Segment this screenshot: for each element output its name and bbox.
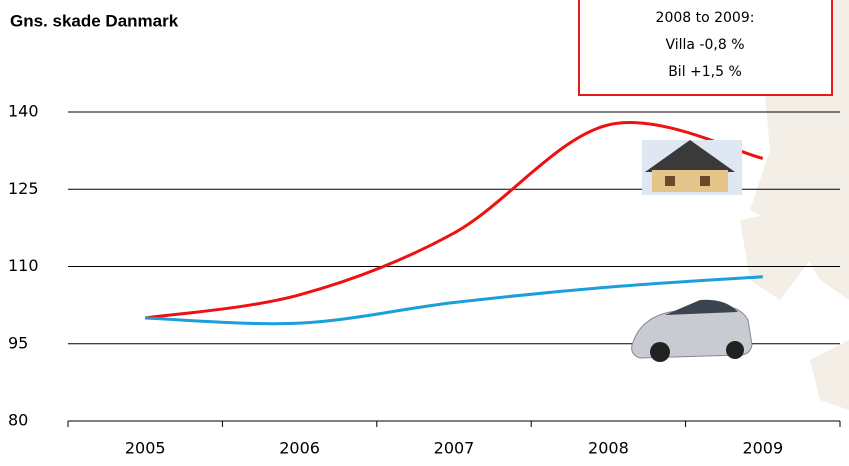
- x-tick-label: 2008: [588, 439, 629, 458]
- annotation: Villa -0,8 %: [665, 37, 744, 53]
- line-series: [145, 275, 763, 326]
- annotation: Bil +1,5 %: [668, 64, 742, 80]
- y-tick-label: 140: [8, 102, 39, 121]
- x-tick-label: 2005: [125, 439, 166, 458]
- y-tick-label: 95: [8, 333, 28, 352]
- y-tick-label: 80: [8, 411, 28, 430]
- chart-title: Gns. skade Danmark: [10, 11, 179, 30]
- annotation: 2008 to 2009:: [656, 10, 755, 26]
- y-tick-label: 125: [8, 179, 39, 198]
- line-series: [144, 121, 764, 320]
- house-picture: [642, 140, 742, 195]
- car-picture: [631, 299, 753, 362]
- x-tick-label: 2009: [742, 439, 783, 458]
- x-tick-label: 2007: [434, 439, 475, 458]
- y-tick-label: 110: [8, 256, 39, 275]
- x-tick-label: 2006: [279, 439, 320, 458]
- annotation-box: [578, 0, 833, 96]
